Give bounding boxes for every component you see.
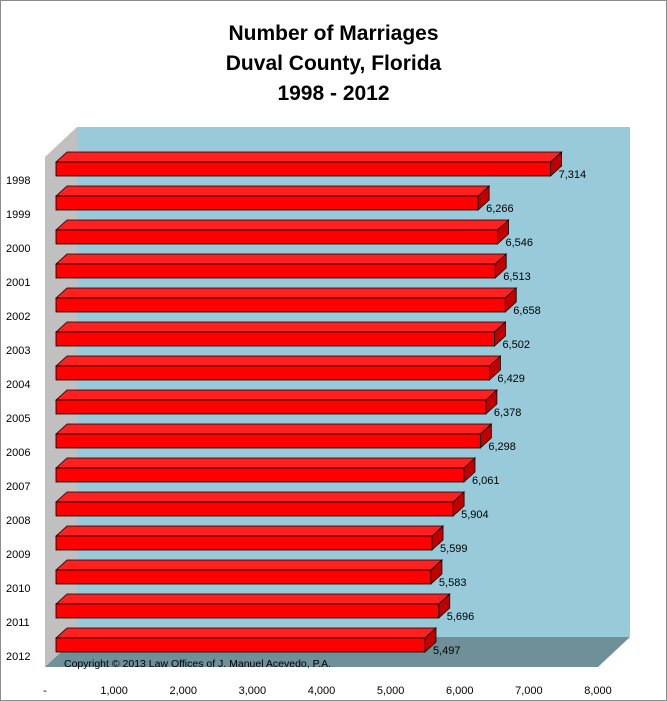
x-tick-label: 3,000	[239, 685, 267, 697]
bar-top	[54, 491, 466, 503]
x-tick-label: 5,000	[377, 685, 405, 697]
bar-top	[54, 151, 563, 163]
x-tick-label: -	[43, 685, 47, 697]
category-label: 1998	[6, 175, 30, 187]
category-label: 2011	[6, 617, 30, 629]
bar-top	[54, 423, 493, 435]
back-wall	[77, 127, 630, 637]
category-label: 2012	[6, 651, 30, 663]
x-tick-label: 6,000	[446, 685, 474, 697]
category-label: 1999	[6, 209, 30, 221]
data-label: 6,378	[494, 407, 522, 419]
bar	[55, 467, 465, 483]
data-label: 6,502	[502, 339, 530, 351]
bar	[55, 161, 551, 177]
chart-title-line-2: Duval County, Florida	[225, 52, 442, 75]
bar	[55, 637, 426, 653]
bar	[55, 569, 432, 585]
x-tick-label: 7,000	[515, 685, 543, 697]
bar	[55, 331, 495, 347]
bar-top	[54, 219, 510, 231]
data-label: 5,583	[439, 577, 467, 589]
bar	[55, 603, 440, 619]
x-tick-label: 1,000	[100, 685, 128, 697]
category-label: 2002	[6, 311, 30, 323]
category-label: 2006	[6, 447, 30, 459]
data-label: 5,696	[447, 611, 475, 623]
data-label: 6,658	[513, 305, 541, 317]
bar-top	[54, 287, 518, 299]
bar	[55, 365, 490, 381]
bar	[55, 229, 498, 245]
bar-top	[54, 321, 507, 333]
category-label: 2008	[6, 515, 30, 527]
bar-top	[54, 593, 451, 605]
bar-top	[54, 525, 445, 537]
x-tick-label: 4,000	[308, 685, 336, 697]
category-label: 2009	[6, 549, 30, 561]
category-label: 2000	[6, 243, 30, 255]
bar-top	[54, 457, 477, 469]
data-label: 6,061	[472, 475, 500, 487]
bar	[55, 535, 433, 551]
bar-top	[54, 627, 438, 639]
data-label: 6,429	[497, 373, 525, 385]
data-label: 5,599	[440, 543, 468, 555]
chart-title-line-3: 1998 - 2012	[277, 82, 390, 105]
x-tick-label: 8,000	[584, 685, 612, 697]
chart-title-line-1: Number of Marriages	[228, 22, 439, 45]
data-label: 5,904	[461, 509, 489, 521]
data-label: 6,513	[503, 271, 531, 283]
data-label: 6,298	[488, 441, 516, 453]
category-label: 2007	[6, 481, 30, 493]
bar-top	[54, 389, 498, 401]
bar-top	[54, 355, 502, 367]
copyright-annotation: Copyright © 2013 Law Offices of J. Manue…	[64, 658, 331, 670]
category-label: 2005	[6, 413, 30, 425]
category-label: 2010	[6, 583, 30, 595]
data-label: 6,266	[486, 203, 514, 215]
bar	[55, 433, 481, 449]
bar	[55, 263, 496, 279]
data-label: 6,546	[505, 237, 533, 249]
data-label: 5,497	[433, 645, 461, 657]
bar-top	[54, 253, 508, 265]
x-tick-label: 2,000	[169, 685, 197, 697]
bar-top	[54, 185, 491, 197]
category-label: 2001	[6, 277, 30, 289]
category-label: 2003	[6, 345, 30, 357]
data-label: 7,314	[559, 169, 587, 181]
category-label: 2004	[6, 379, 30, 391]
bar-top	[54, 559, 443, 571]
bar	[55, 501, 454, 517]
bar	[55, 297, 506, 313]
bar	[55, 399, 487, 415]
bar	[55, 195, 479, 211]
